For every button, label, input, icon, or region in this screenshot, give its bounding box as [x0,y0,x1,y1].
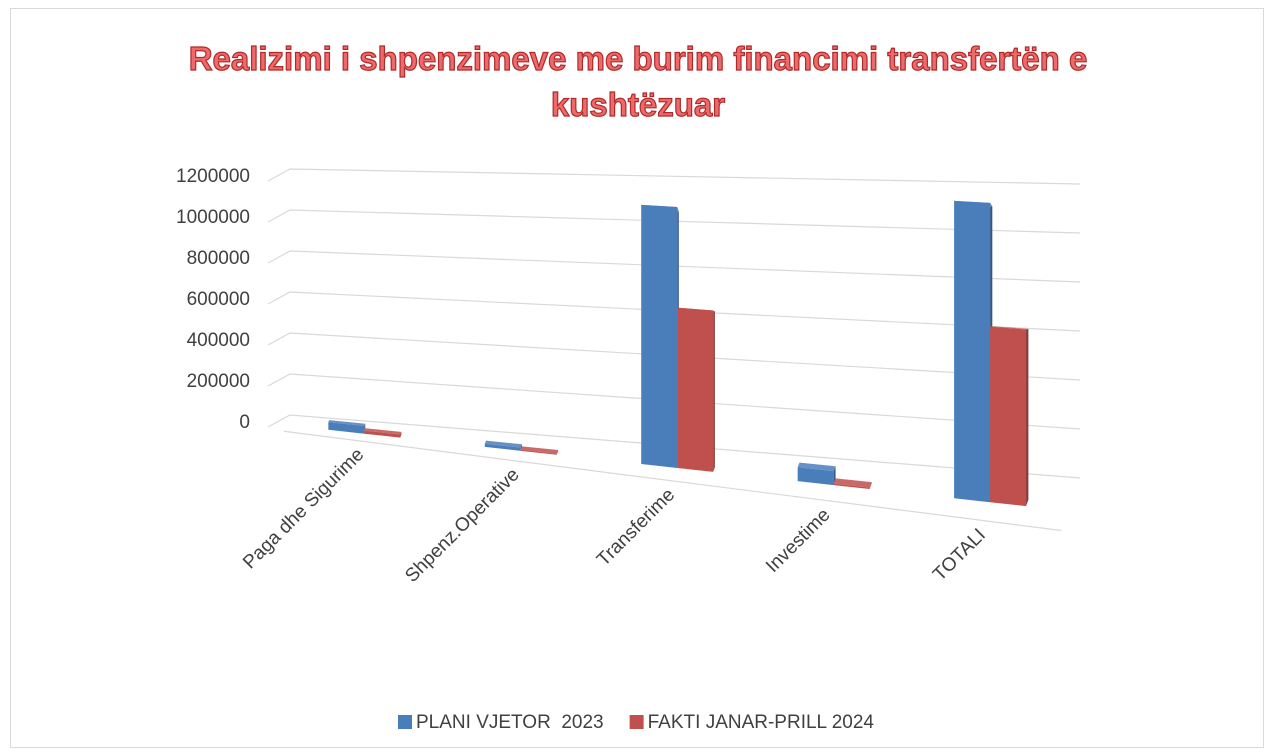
bar-top [484,440,523,448]
x-tick-label: Paga dhe Sigurime [239,444,368,573]
bar [364,428,402,438]
bar [677,307,715,472]
legend-swatch [629,715,644,729]
bar [484,440,523,451]
bar-top [364,428,402,435]
floor-edge [283,430,1062,532]
y-tick-label: 200000 [187,371,250,392]
grid-line [267,250,1081,283]
chart-frame [10,8,1264,748]
bar-side [556,450,559,455]
bar-front [520,449,557,455]
bar-front [484,443,521,451]
bar-front [954,200,991,503]
bar-top [797,462,836,472]
bar-top [833,478,872,488]
bar-front [641,204,678,468]
y-tick-label: 800000 [187,248,250,269]
grid-line [267,168,1081,185]
legend-label: FAKTI JANAR-PRILL 2024 [648,712,875,733]
grid-line [267,414,1081,479]
bar-front [797,467,834,486]
y-tick-label: 400000 [187,330,250,351]
bar [328,420,366,434]
bar-top [520,446,559,454]
bar [990,326,1029,507]
y-tick-label: 1200000 [176,166,250,187]
bar [833,478,872,490]
bar-front [364,430,401,438]
bar-top [328,420,366,427]
bar-side [869,482,872,490]
bar-top [990,326,1029,330]
legend-label: PLANI VJETOR 2023 [416,712,604,733]
x-tick-label: Shpenz.Operative [401,464,523,586]
bar [797,462,836,486]
grid-line [267,373,1081,430]
bar [954,200,993,503]
y-tick-label: 0 [239,412,250,433]
y-tick-label: 600000 [187,289,250,310]
grid-line [267,332,1081,381]
bar-front [990,326,1027,507]
legend-swatch [398,715,412,729]
bar-side [400,431,402,438]
chart-title: Realizimi i shpenzimeve me burim financi… [188,39,1088,123]
x-tick-label: TOTALI [929,525,990,586]
x-tick-label: Investime [762,505,834,577]
bar [641,204,679,468]
bar-front [677,307,714,472]
bar-front [328,422,365,434]
bar-side [1026,328,1029,507]
bar-front [833,483,870,490]
grid-line [267,209,1081,234]
y-tick-label: 1000000 [176,207,250,228]
x-tick-label: Transferime [593,484,679,570]
bar-side [713,310,715,472]
grid-line [267,291,1081,332]
bar [520,446,559,455]
